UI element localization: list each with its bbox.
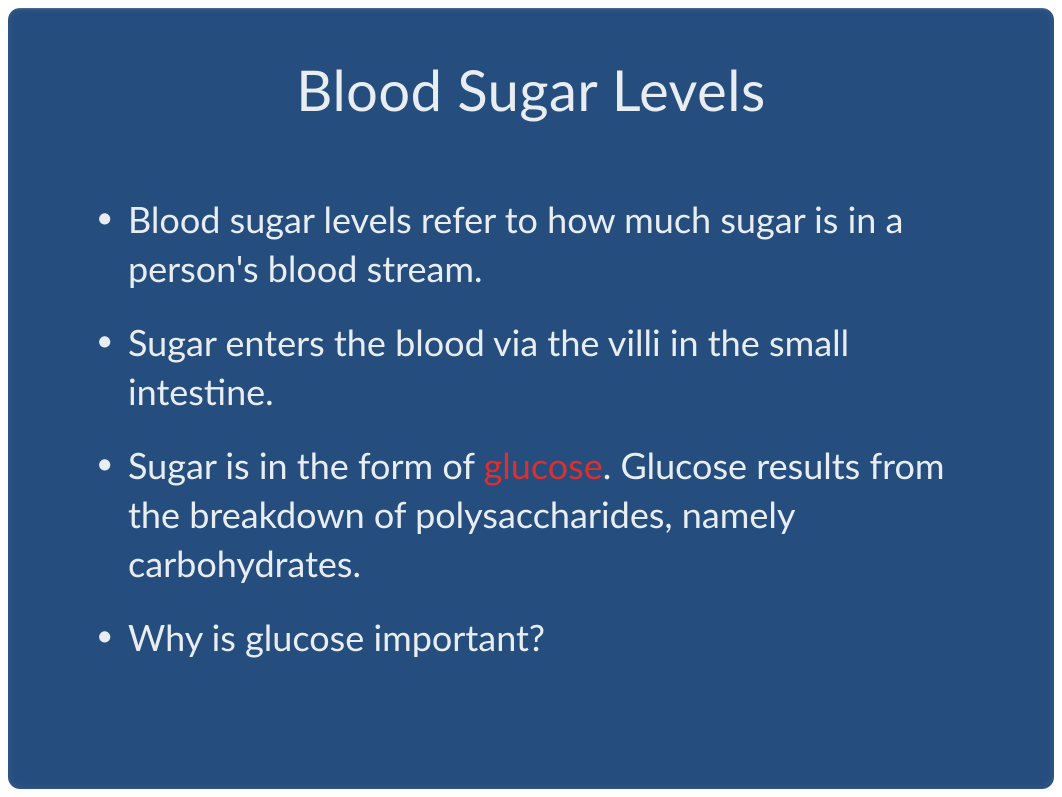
bullet-item: Sugar is in the form of glucose. Glucose… [96, 441, 994, 587]
bullet-text-before: Why is glucose important? [128, 615, 545, 659]
bullet-highlight: glucose [484, 443, 603, 487]
bullet-item: Sugar enters the blood via the villi in … [96, 318, 994, 415]
bullet-text-before: Sugar enters the blood via the villi in … [128, 320, 849, 413]
bullet-item: Blood sugar levels refer to how much sug… [96, 195, 994, 292]
bullet-text-before: Sugar is in the form of [128, 443, 484, 487]
slide-container: Blood Sugar Levels Blood sugar levels re… [8, 8, 1054, 789]
bullet-list: Blood sugar levels refer to how much sug… [68, 195, 994, 662]
bullet-item: Why is glucose important? [96, 613, 994, 662]
slide-title: Blood Sugar Levels [68, 56, 994, 123]
bullet-text-before: Blood sugar levels refer to how much sug… [128, 197, 903, 290]
